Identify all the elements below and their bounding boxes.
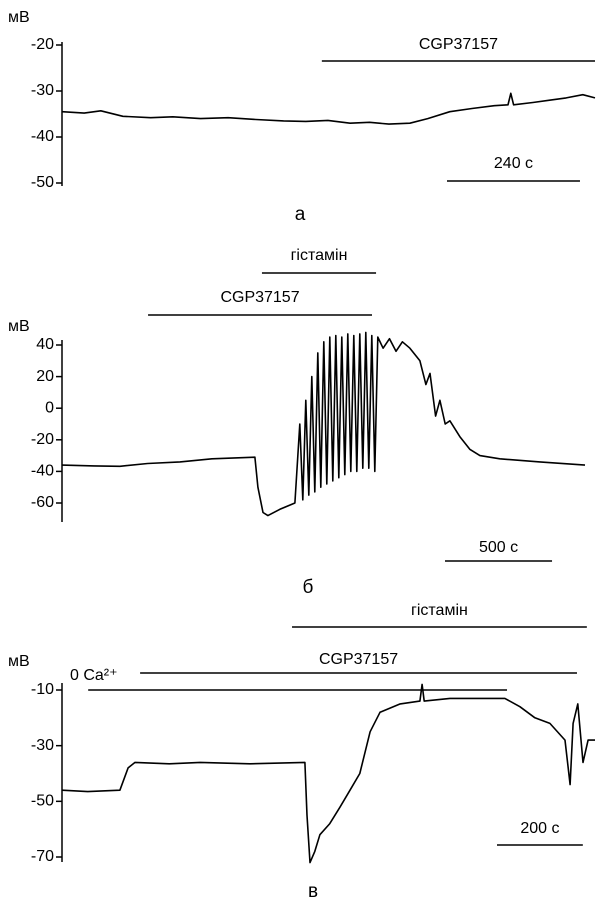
treatment-label: CGP37157 bbox=[220, 289, 299, 306]
y-tick-label: -50 bbox=[31, 793, 54, 810]
treatment-label: CGP37157 bbox=[319, 651, 398, 668]
y-tick-label: 20 bbox=[36, 368, 54, 385]
y-tick-label: 0 bbox=[45, 399, 54, 416]
trace bbox=[61, 92, 596, 125]
y-tick-label: -40 bbox=[31, 463, 54, 480]
y-tick-label: -30 bbox=[31, 737, 54, 754]
y-tick-label: -70 bbox=[31, 848, 54, 865]
y-tick-label: -40 bbox=[31, 128, 54, 145]
y-axis-label: мВ bbox=[8, 318, 30, 335]
treatment-label: гістамін bbox=[411, 602, 468, 619]
treatment-label: гістамін bbox=[291, 247, 348, 264]
y-axis-label: мВ bbox=[8, 9, 30, 26]
panel-caption: б bbox=[303, 577, 314, 598]
scale-bar-label: 200 с bbox=[520, 820, 559, 837]
y-tick-label: -20 bbox=[31, 36, 54, 53]
y-tick-label: -60 bbox=[31, 494, 54, 511]
y-axis-label: мВ bbox=[8, 653, 30, 670]
y-tick-label: -10 bbox=[31, 681, 54, 698]
y-tick-label: 40 bbox=[36, 336, 54, 353]
trace bbox=[61, 683, 595, 864]
treatment-label: CGP37157 bbox=[419, 36, 498, 53]
y-tick-label: -30 bbox=[31, 82, 54, 99]
y-tick-label: -20 bbox=[31, 431, 54, 448]
panel-caption: в bbox=[308, 881, 318, 901]
scale-bar-label: 500 с bbox=[479, 539, 518, 556]
treatment-label: 0 Ca²⁺ bbox=[70, 667, 118, 684]
panel-caption: а bbox=[295, 204, 306, 225]
scale-bar-label: 240 с bbox=[494, 155, 533, 172]
trace bbox=[61, 331, 586, 517]
y-tick-label: -50 bbox=[31, 174, 54, 191]
